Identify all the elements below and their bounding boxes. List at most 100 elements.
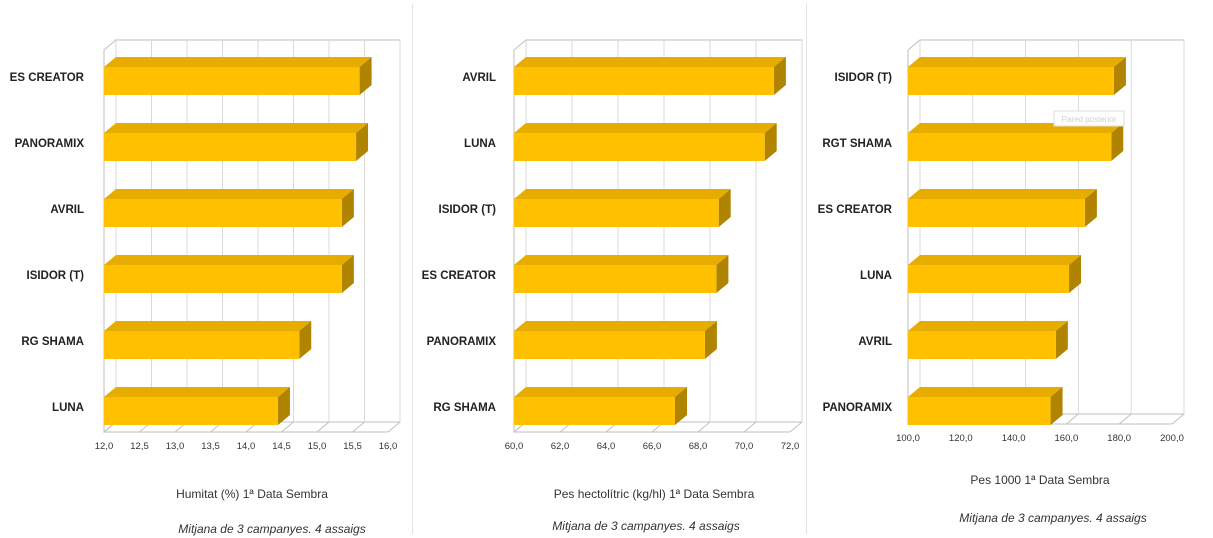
x-axis-title: Humitat (%) 1ª Data Sembra — [176, 487, 328, 501]
bar-top — [908, 57, 1126, 67]
x-tick-label: 60,0 — [505, 441, 524, 452]
bar-top — [104, 321, 312, 331]
floor-line — [352, 421, 365, 433]
bar-end — [718, 189, 731, 227]
bar-end — [704, 321, 717, 359]
chart-panel-pes-hectolitric: 60,0 62,0 64,0 66,0 68,0 70,0 72,0 AVRIL LUNA ISI… — [414, 0, 804, 538]
tooltip-label: Pared posterior — [1062, 115, 1117, 124]
x-tick-label: 200,0 — [1160, 433, 1184, 444]
bar-top — [104, 123, 369, 133]
bar-top — [514, 387, 687, 397]
side-wall — [103, 38, 117, 434]
bar — [908, 331, 1056, 359]
bar — [514, 265, 717, 293]
bar-top — [514, 57, 786, 67]
x-tick-label: 160,0 — [1055, 433, 1079, 444]
bar-end — [1055, 321, 1068, 359]
x-tick-label: 68,0 — [689, 441, 708, 452]
x-tick-label: 14,5 — [272, 441, 291, 452]
bar — [104, 133, 357, 161]
bar-end — [1113, 57, 1126, 95]
side-wall — [513, 38, 527, 434]
category-label: LUNA — [464, 138, 496, 150]
floor-line — [387, 421, 401, 433]
bar-end — [341, 189, 354, 227]
bar-end — [341, 255, 354, 293]
bar-top — [104, 255, 354, 265]
x-tick-label: 12,5 — [130, 441, 149, 452]
floor-line — [1066, 413, 1079, 425]
panel-divider — [412, 4, 413, 534]
bar — [104, 199, 342, 227]
category-label: AVRIL — [858, 336, 892, 348]
chart-pes-hectolitric: 60,0 62,0 64,0 66,0 68,0 70,0 72,0 AVRIL LUNA ISI… — [422, 38, 803, 533]
category-label: RG SHAMA — [21, 336, 84, 348]
x-tick-label: 66,0 — [643, 441, 662, 452]
bar — [104, 331, 300, 359]
x-tick-label: 12,0 — [95, 441, 114, 452]
bar — [908, 199, 1085, 227]
bar-end — [1069, 255, 1082, 293]
chart-humitat: 12,0 12,5 13,0 13,5 14,0 14,5 15,0 15,5 16,0 ES C… — [10, 38, 401, 536]
bar — [908, 133, 1112, 161]
x-axis-title: Pes hectolítric (kg/hl) 1ª Data Sembra — [554, 487, 755, 501]
floor-line — [743, 421, 757, 433]
bar-top — [908, 255, 1082, 265]
bar-end — [356, 123, 369, 161]
x-tick-label: 120,0 — [949, 433, 973, 444]
category-label: ISIDOR (T) — [835, 72, 893, 84]
bar-top — [514, 321, 717, 331]
bar-top — [908, 189, 1097, 199]
bar-top — [908, 321, 1068, 331]
tooltip-box — [1053, 110, 1125, 127]
bar-end — [277, 387, 290, 425]
bar-end — [764, 123, 777, 161]
x-tick-label: 15,5 — [343, 441, 362, 452]
bar-end — [359, 57, 372, 95]
x-tick-label: 180,0 — [1107, 433, 1131, 444]
bar — [514, 397, 675, 425]
bar — [514, 199, 719, 227]
bar-top — [514, 123, 777, 133]
chart-note: Mitjana de 3 campanyes. 4 assaigs — [552, 519, 739, 533]
bar — [514, 331, 705, 359]
category-label: ISIDOR (T) — [439, 204, 497, 216]
category-label: PANORAMIX — [15, 138, 85, 150]
floor-line — [697, 421, 711, 433]
bar-end — [1111, 123, 1124, 161]
category-label: AVRIL — [462, 72, 496, 84]
category-label: PANORAMIX — [427, 336, 497, 348]
chart-pes-1000: 100,0 120,0 140,0 160,0 180,0 200,0 ISIDOR (T)… — [818, 38, 1185, 525]
bar-top — [104, 387, 290, 397]
bar-top — [514, 255, 729, 265]
x-axis-title: Pes 1000 1ª Data Sembra — [970, 473, 1110, 487]
bar-top — [514, 189, 731, 199]
x-tick-label: 62,0 — [551, 441, 570, 452]
category-label: ES CREATOR — [818, 204, 893, 216]
chart-note: Mitjana de 3 campanyes. 4 assaigs — [178, 522, 365, 536]
bar — [908, 67, 1114, 95]
x-tick-label: 72,0 — [781, 441, 800, 452]
bar-end — [1050, 387, 1063, 425]
x-tick-label: 64,0 — [597, 441, 616, 452]
x-tick-label: 140,0 — [1002, 433, 1026, 444]
bar-end — [1084, 189, 1097, 227]
category-label: LUNA — [860, 270, 892, 282]
x-tick-label: 13,0 — [166, 441, 185, 452]
bar — [104, 265, 342, 293]
category-label: RGT SHAMA — [822, 138, 892, 150]
floor-line — [1118, 413, 1132, 425]
chart-note: Mitjana de 3 campanyes. 4 assaigs — [959, 511, 1146, 525]
x-tick-label: 70,0 — [735, 441, 754, 452]
bar — [104, 67, 360, 95]
bar-end — [299, 321, 312, 359]
bar-end — [675, 387, 687, 425]
category-label: LUNA — [52, 402, 84, 414]
floor-line — [316, 421, 330, 433]
bar — [514, 133, 765, 161]
bar-end — [716, 255, 729, 293]
category-label: AVRIL — [50, 204, 84, 216]
bar — [104, 397, 278, 425]
bar-top — [908, 387, 1063, 397]
bar-top — [104, 189, 354, 199]
